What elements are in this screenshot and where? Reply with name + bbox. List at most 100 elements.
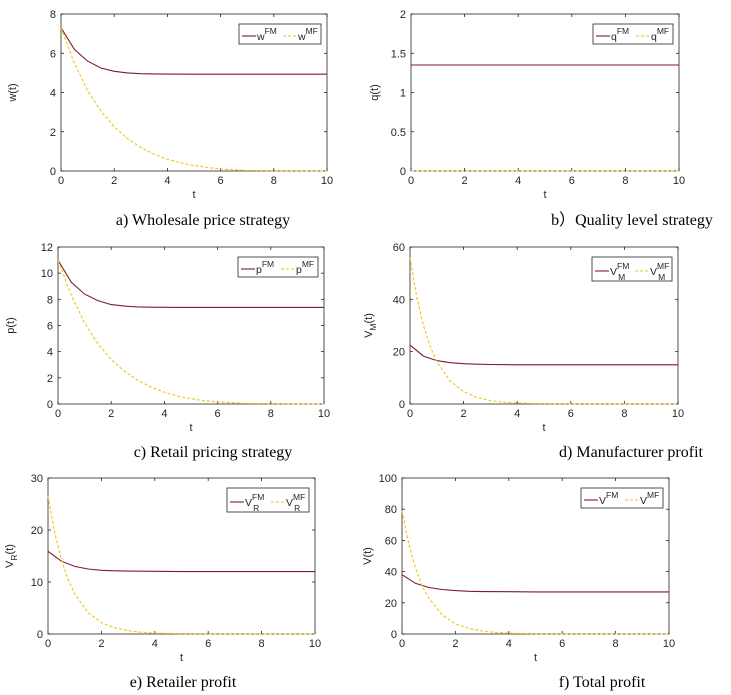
y-tick-label: 6 <box>47 321 53 333</box>
chart-panel-1: 0 2 4 6 8 10 0 2 4 6 8 t w(t) wFM wMF a) Wholesale pric… <box>7 9 333 229</box>
legend-entry-fm: VFM <box>599 490 618 507</box>
x-tick-label: 0 <box>55 408 61 420</box>
x-tick-label: 2 <box>462 175 468 187</box>
series-line-mf <box>401 510 669 635</box>
legend: qFM qMF <box>592 23 674 45</box>
y-axis-label: w(t) <box>7 83 19 102</box>
x-tick-label: 2 <box>452 638 458 650</box>
x-tick-label: 0 <box>407 408 413 420</box>
y-tick-label: 10 <box>41 268 53 280</box>
chart-caption: d) Manufacturer profit <box>559 444 703 461</box>
y-tick-label: 0 <box>37 629 43 641</box>
y-tick-label: 60 <box>393 242 405 254</box>
y-tick-label: 40 <box>385 567 397 579</box>
y-tick-label: 2 <box>400 9 406 21</box>
series-line-mf <box>409 257 678 405</box>
legend-entry-fm: VFM M <box>610 261 629 282</box>
x-tick-label: 6 <box>215 408 221 420</box>
series-line-mf <box>60 27 327 172</box>
x-tick-label: 10 <box>672 408 684 420</box>
x-tick-label: 8 <box>621 408 627 420</box>
x-axis-label: t <box>542 422 545 434</box>
series-line-fm <box>57 259 324 308</box>
y-tick-label: 12 <box>41 242 53 254</box>
legend: VFM R VMF R <box>226 487 310 513</box>
x-tick-label: 4 <box>514 408 520 420</box>
x-tick-label: 4 <box>161 408 167 420</box>
y-tick-label: 4 <box>47 347 53 359</box>
legend-box <box>237 256 319 278</box>
y-tick-label: 0 <box>47 399 53 411</box>
y-tick-label: 10 <box>31 577 43 589</box>
legend-entry-fm: qFM <box>611 26 629 43</box>
y-tick-label: 1 <box>400 88 406 100</box>
x-tick-label: 0 <box>399 638 405 650</box>
legend-entry-mf: VMF M <box>650 261 669 282</box>
x-tick-label: 10 <box>663 638 675 650</box>
x-tick-label: 10 <box>318 408 330 420</box>
legend-entry-mf: VMF <box>640 490 659 507</box>
y-axis-label: VM(t) <box>363 313 378 338</box>
x-axis-label: t <box>543 189 546 201</box>
legend-entry-mf: pMF <box>296 259 314 276</box>
legend-box <box>238 23 322 45</box>
y-tick-label: 100 <box>379 473 397 485</box>
chart-panel-2: 0 2 4 6 8 10 0 0.5 1 1.5 2 t q(t) qFM qMF b）Quality lev… <box>369 9 713 229</box>
x-tick-label: 8 <box>268 408 274 420</box>
legend-entry-fm: pFM <box>256 259 274 276</box>
x-tick-label: 10 <box>309 638 321 650</box>
x-tick-label: 8 <box>259 638 265 650</box>
chart-panel-4: 0 2 4 6 8 10 0 20 40 60 t VM(t) VFM M VMF M d) Manufactu… <box>363 242 704 461</box>
y-axis-label: VR(t) <box>4 544 19 568</box>
y-tick-label: 2 <box>47 373 53 385</box>
chart-panel-5: 0 2 4 6 8 10 0 10 20 30 t VR(t) VFM R VMF R e) Retailer … <box>4 473 321 691</box>
x-tick-label: 4 <box>506 638 512 650</box>
y-tick-label: 8 <box>50 9 56 21</box>
legend: VFM VMF <box>580 487 664 509</box>
chart-caption: b）Quality level strategy <box>551 211 713 229</box>
x-tick-label: 6 <box>205 638 211 650</box>
x-tick-label: 8 <box>613 638 619 650</box>
x-tick-label: 2 <box>461 408 467 420</box>
x-axis-label: t <box>534 652 537 664</box>
x-tick-label: 4 <box>515 175 521 187</box>
legend-box <box>591 256 673 282</box>
x-axis-label: t <box>180 652 183 664</box>
x-tick-label: 10 <box>321 175 333 187</box>
x-tick-label: 2 <box>98 638 104 650</box>
x-tick-label: 6 <box>569 175 575 187</box>
y-tick-label: 1.5 <box>391 48 406 60</box>
series-line-fm <box>47 550 315 573</box>
y-tick-label: 8 <box>47 294 53 306</box>
legend-entry-mf: qMF <box>651 26 669 43</box>
chart-caption: c) Retail pricing strategy <box>134 444 293 461</box>
series-line-fm <box>401 574 669 593</box>
x-axis-label: t <box>189 422 192 434</box>
chart-panel-3: 0 2 4 6 8 10 0 2 4 6 8 10 12 t p(t) pFM pMF c) Retail pri… <box>5 242 330 461</box>
x-tick-label: 8 <box>622 175 628 187</box>
x-tick-label: 0 <box>408 175 414 187</box>
x-axis-label: t <box>192 189 195 201</box>
legend-box <box>580 487 664 509</box>
series-line-mf <box>57 259 324 405</box>
y-tick-label: 0 <box>50 166 56 178</box>
y-tick-label: 4 <box>50 88 56 100</box>
y-axis-label: V(t) <box>362 547 374 565</box>
y-tick-label: 20 <box>393 347 405 359</box>
y-tick-label: 80 <box>385 504 397 516</box>
y-axis-label: q(t) <box>369 84 381 101</box>
y-axis-label: p(t) <box>5 317 17 334</box>
y-tick-label: 0 <box>399 399 405 411</box>
y-tick-label: 60 <box>385 535 397 547</box>
y-tick-label: 2 <box>50 127 56 139</box>
x-tick-label: 2 <box>108 408 114 420</box>
legend: wFM wMF <box>238 23 322 45</box>
legend-entry-mf: VMF R <box>286 492 305 513</box>
legend: pFM pMF <box>237 256 319 278</box>
y-tick-label: 0 <box>391 629 397 641</box>
x-tick-label: 6 <box>218 175 224 187</box>
series-line-fm <box>60 27 327 75</box>
x-tick-label: 0 <box>45 638 51 650</box>
x-tick-label: 0 <box>58 175 64 187</box>
